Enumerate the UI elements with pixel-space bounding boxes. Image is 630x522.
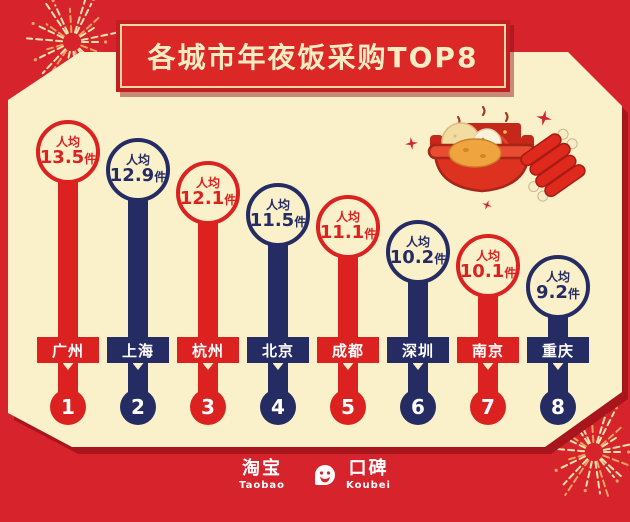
page-title: 各城市年夜饭采购TOP8 [147, 41, 479, 74]
hotpot-icon [427, 105, 586, 202]
value-unit-label: 件 [434, 251, 447, 266]
city-label: 成都 [317, 337, 379, 363]
koubei-logo: 口碑 Koubei [311, 457, 391, 491]
value-bubble: 人均 9.2件 [526, 255, 590, 319]
value-number: 13.5件 [39, 146, 97, 168]
firecracker-icon [520, 128, 586, 202]
value-prefix-label: 人均 [335, 210, 360, 225]
value-unit-label: 件 [84, 151, 97, 166]
value-bubble: 人均 10.1件 [456, 234, 520, 298]
panel-shadow [8, 52, 622, 447]
city-label: 北京 [247, 337, 309, 363]
label-notch-cut [552, 363, 564, 370]
value-unit-label: 件 [567, 286, 580, 301]
label-notch-cut [412, 363, 424, 370]
value-prefix-label: 人均 [265, 198, 290, 213]
value-number: 12.9件 [109, 164, 167, 186]
value-bubble: 人均 13.5件 [36, 120, 100, 184]
value-unit-label: 件 [154, 169, 167, 184]
infographic-canvas: 各城市年夜饭采购TOP8 [0, 0, 630, 501]
taobao-logo-zh: 淘宝 [242, 457, 283, 479]
city-label: 广州 [37, 337, 99, 363]
label-notch-cut [132, 363, 144, 370]
lollipop-stick [268, 241, 288, 407]
rank-badge: 6 [400, 389, 436, 425]
value-prefix-label: 人均 [475, 249, 500, 264]
label-notch-cut [272, 363, 284, 370]
rank-badge: 2 [120, 389, 156, 425]
rank-badge: 3 [190, 389, 226, 425]
label-notch-cut [62, 363, 74, 370]
rank-badge: 5 [330, 389, 366, 425]
value-prefix-label: 人均 [195, 176, 220, 191]
koubei-text: 口碑 Koubei [346, 457, 391, 491]
value-bubble: 人均 11.5件 [246, 183, 310, 247]
value-prefix-label: 人均 [405, 235, 430, 250]
value-prefix-label: 人均 [545, 270, 570, 285]
value-unit-label: 件 [504, 265, 517, 280]
title-banner: 各城市年夜饭采购TOP8 [120, 24, 506, 88]
koubei-logo-en: Koubei [346, 479, 391, 491]
city-label: 上海 [107, 337, 169, 363]
lollipop-stick [338, 253, 358, 407]
footer: 淘宝 Taobao 口碑 Koubei [0, 452, 630, 498]
city-label: 深圳 [387, 337, 449, 363]
rank-badge: 4 [260, 389, 296, 425]
rank-badge: 8 [540, 389, 576, 425]
value-number: 12.1件 [179, 187, 237, 209]
city-label: 南京 [457, 337, 519, 363]
value-prefix-label: 人均 [125, 153, 150, 168]
value-unit-label: 件 [364, 226, 377, 241]
value-unit-label: 件 [224, 192, 237, 207]
rank-badge: 1 [50, 389, 86, 425]
label-notch-cut [202, 363, 214, 370]
lollipop-chart: 人均 13.5件 广州 1 人均 12.9件 上海 2 人均 12.1件 杭州 3 人均 11.5件 北京 4… [36, 120, 590, 425]
taobao-logo-en: Taobao [239, 479, 285, 491]
koubei-logo-zh: 口碑 [348, 457, 389, 479]
city-label: 重庆 [527, 337, 589, 363]
value-number: 10.1件 [459, 260, 517, 282]
value-unit-label: 件 [294, 214, 307, 229]
lollipop-stick [198, 219, 218, 407]
value-bubble: 人均 12.9件 [106, 138, 170, 202]
value-number: 9.2件 [536, 281, 580, 303]
value-number: 10.2件 [389, 246, 447, 268]
rank-badge: 7 [470, 389, 506, 425]
value-number: 11.5件 [249, 209, 307, 231]
value-prefix-label: 人均 [55, 135, 80, 150]
koubei-smiley-icon [315, 465, 335, 485]
value-bubble: 人均 11.1件 [316, 195, 380, 259]
city-label: 杭州 [177, 337, 239, 363]
chart-panel [8, 52, 622, 447]
value-number: 11.1件 [319, 221, 377, 243]
label-notch-cut [342, 363, 354, 370]
label-notch-cut [482, 363, 494, 370]
value-bubble: 人均 10.2件 [386, 220, 450, 284]
taobao-logo: 淘宝 Taobao [239, 457, 285, 491]
value-bubble: 人均 12.1件 [176, 161, 240, 225]
lollipop-stick [128, 196, 148, 407]
